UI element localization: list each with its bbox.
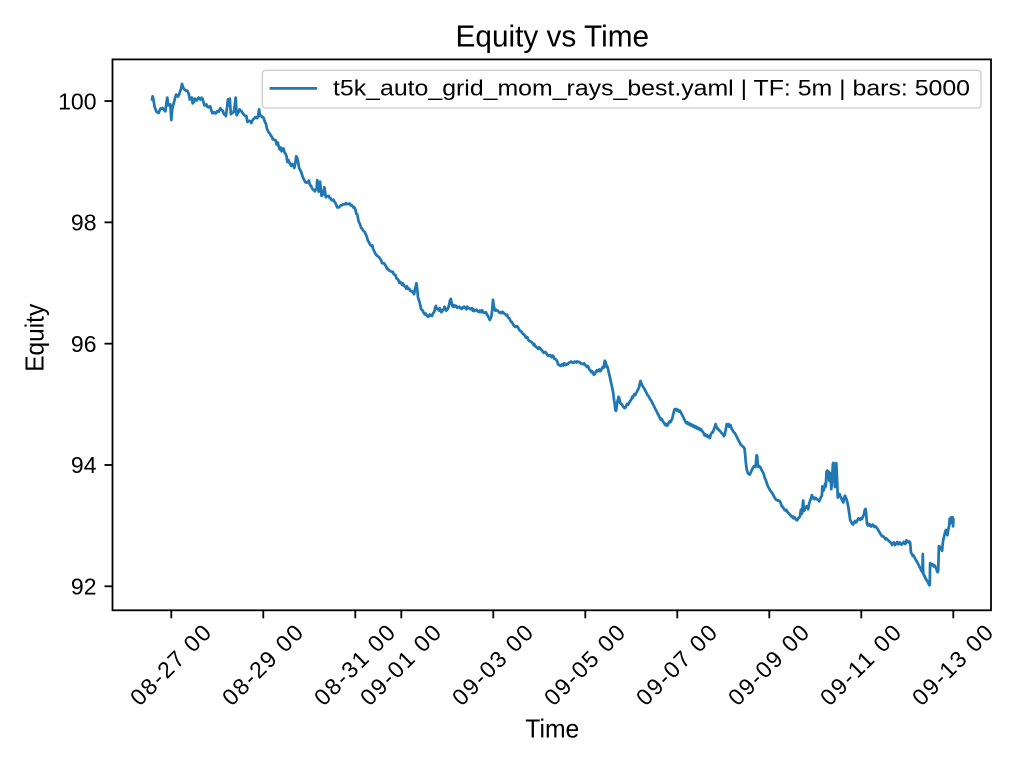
svg-text:94: 94: [71, 452, 97, 478]
svg-text:Equity vs Time: Equity vs Time: [456, 19, 650, 54]
svg-text:92: 92: [71, 573, 97, 599]
svg-text:100: 100: [58, 88, 96, 114]
svg-text:Equity: Equity: [20, 304, 50, 372]
svg-text:t5k_auto_grid_mom_rays_best.ya: t5k_auto_grid_mom_rays_best.yaml | TF: 5…: [333, 76, 970, 101]
svg-text:98: 98: [71, 210, 97, 236]
svg-text:Time: Time: [525, 714, 579, 744]
svg-text:96: 96: [71, 331, 97, 357]
